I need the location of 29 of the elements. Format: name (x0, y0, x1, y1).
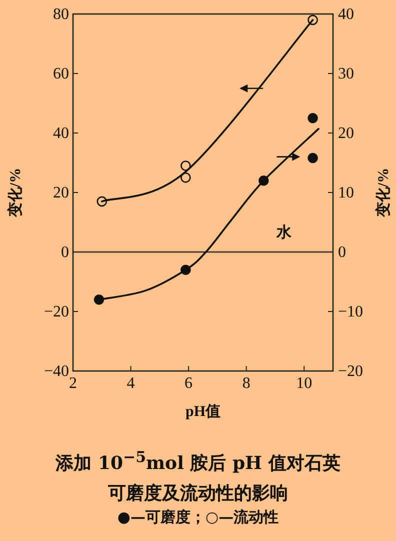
x-axis-title: pH值 (185, 403, 221, 420)
y2-tick-label: 10 (338, 184, 354, 202)
y2-tick-label: 0 (338, 244, 346, 261)
y-tick-label: 80 (53, 6, 69, 23)
y2-tick-label: 40 (338, 6, 354, 23)
annotation: 水 (275, 224, 292, 242)
y-tick-label: −40 (44, 363, 69, 380)
y-axis-title: 变化/% (6, 168, 24, 218)
x-tick-label: 2 (69, 375, 77, 392)
text: 添加 10$^{−5}$mol 胺后 pH 值对石英可磨度及流动性的影响 (54, 447, 342, 506)
x-tick-label: 6 (184, 375, 193, 392)
x-tick-label: 4 (126, 375, 135, 392)
y-tick-label: 20 (53, 184, 69, 202)
point (180, 160, 191, 171)
y-tick-label: −20 (44, 304, 69, 320)
y2-tick-label: 20 (338, 125, 354, 142)
point (308, 112, 318, 124)
y2-tick-label: −20 (338, 363, 364, 380)
y2-axis-title: 变化/% (374, 168, 392, 218)
y2-tick-label: −10 (338, 304, 364, 320)
x-tick-label: 10 (296, 375, 312, 392)
x-tick-label: 8 (242, 375, 250, 392)
y2-tick-label: 30 (338, 66, 354, 82)
y-tick-label: 40 (53, 125, 69, 142)
point (308, 152, 318, 164)
point (180, 172, 191, 183)
y-tick-label: 60 (53, 66, 69, 82)
y-tick-label: 0 (61, 244, 69, 261)
text: ●—可磨度；○—流动性 (116, 508, 280, 527)
